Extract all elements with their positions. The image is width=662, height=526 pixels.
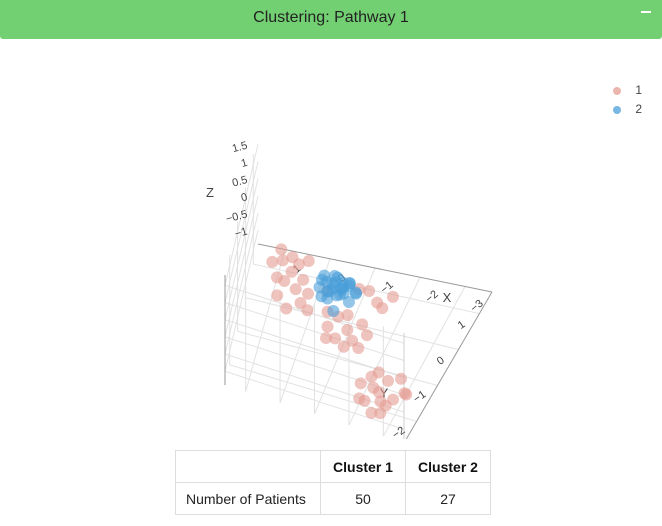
table-row: Number of Patients 50 27 xyxy=(175,482,491,515)
legend-label-1: 1 xyxy=(635,83,643,97)
point-cluster-1[interactable] xyxy=(276,254,289,267)
point-cluster-1[interactable] xyxy=(297,273,310,286)
point-cluster-2[interactable] xyxy=(337,276,350,289)
point-cluster-1[interactable] xyxy=(275,243,288,256)
point-cluster-1[interactable] xyxy=(353,392,366,405)
point-cluster-1[interactable] xyxy=(395,372,408,385)
point-cluster-1[interactable] xyxy=(365,406,378,419)
grid-z-wallA-3 xyxy=(224,319,405,379)
point-cluster-1[interactable] xyxy=(286,251,299,264)
y-tick-label: −1 xyxy=(411,389,428,406)
point-cluster-1[interactable] xyxy=(382,374,395,387)
legend-label-2: 2 xyxy=(635,102,643,116)
point-cluster-1[interactable] xyxy=(280,302,293,315)
z-tick-label: 0 xyxy=(240,191,249,204)
point-cluster-2[interactable] xyxy=(318,269,331,282)
cluster-table: Cluster 1 Cluster 2 Number of Patients 5… xyxy=(175,450,491,515)
y-tick-label: 1 xyxy=(456,318,468,331)
table-cell-cluster-2: 27 xyxy=(405,482,491,515)
table-header-cluster-1: Cluster 1 xyxy=(320,450,406,483)
grid-z-wallB-4 xyxy=(224,161,259,303)
point-cluster-1[interactable] xyxy=(337,340,350,353)
table-row-label: Number of Patients xyxy=(175,482,321,515)
point-cluster-1[interactable] xyxy=(289,283,302,296)
z-tick-label: 0.5 xyxy=(231,174,249,190)
panel-header: Clustering: Pathway 1 xyxy=(0,0,662,39)
z-axis-title: Z xyxy=(206,185,214,200)
x-tick-label: −2 xyxy=(423,288,440,305)
legend-marker-1 xyxy=(613,86,621,95)
table-header-row: Cluster 1 Cluster 2 xyxy=(175,450,491,483)
point-cluster-2[interactable] xyxy=(321,285,334,298)
z-tick-label: −0.5 xyxy=(225,208,249,225)
point-cluster-1[interactable] xyxy=(352,342,365,355)
y-tick-label: −2 xyxy=(390,424,407,439)
minimize-button[interactable] xyxy=(638,2,654,20)
point-cluster-1[interactable] xyxy=(376,302,389,315)
legend-item-1[interactable]: 1 xyxy=(612,83,642,97)
grid-z-wallB-1 xyxy=(224,212,259,355)
point-cluster-2[interactable] xyxy=(349,286,362,299)
z-tick-label: 1.5 xyxy=(231,140,249,156)
grid-z-wallB-2 xyxy=(224,195,259,337)
data-points xyxy=(266,243,413,420)
point-cluster-2[interactable] xyxy=(337,287,350,300)
point-cluster-1[interactable] xyxy=(354,377,367,390)
point-cluster-1[interactable] xyxy=(270,271,283,284)
grid-z-wallA-1 xyxy=(224,353,405,413)
point-cluster-1[interactable] xyxy=(271,289,284,302)
point-cluster-2[interactable] xyxy=(327,305,340,318)
point-cluster-1[interactable] xyxy=(341,324,354,337)
grid-z-wallB-0 xyxy=(224,230,259,372)
panel-title: Clustering: Pathway 1 xyxy=(253,9,409,26)
point-cluster-1[interactable] xyxy=(321,320,334,333)
point-cluster-1[interactable] xyxy=(379,399,392,412)
point-cluster-1[interactable] xyxy=(302,287,315,300)
grid-z-wallA-5 xyxy=(224,284,405,344)
point-cluster-1[interactable] xyxy=(360,329,373,342)
legend-marker-2 xyxy=(613,105,621,114)
table-cell-cluster-1: 50 xyxy=(320,482,406,515)
point-cluster-1[interactable] xyxy=(329,332,342,345)
grid-z-wallA-4 xyxy=(224,302,405,361)
grid-x-floor-0 xyxy=(382,286,466,437)
z-tick-label: −1 xyxy=(234,226,249,241)
axis-line-y xyxy=(405,291,493,439)
point-cluster-1[interactable] xyxy=(356,318,369,331)
table-header-empty xyxy=(175,450,321,483)
legend-item-2[interactable]: 2 xyxy=(612,102,642,116)
point-cluster-1[interactable] xyxy=(320,332,333,345)
point-cluster-1[interactable] xyxy=(302,255,315,268)
grid-y-floor-0 xyxy=(229,364,417,422)
table-header-cluster-2: Cluster 2 xyxy=(405,450,491,483)
point-cluster-1[interactable] xyxy=(341,309,354,322)
scatter-3d-plot[interactable]: −3−2−101−2−101−1−0.500.511.5XYZ xyxy=(0,39,662,439)
x-axis-title: X xyxy=(443,290,452,305)
grid-x-floor-4 xyxy=(245,249,286,392)
point-cluster-1[interactable] xyxy=(266,255,279,268)
minus-icon xyxy=(641,11,651,13)
point-cluster-1[interactable] xyxy=(285,265,298,278)
axis-line-x xyxy=(257,243,493,293)
point-cluster-1[interactable] xyxy=(363,284,376,297)
z-tick-label: 1 xyxy=(240,157,249,170)
point-cluster-1[interactable] xyxy=(372,366,385,379)
point-cluster-1[interactable] xyxy=(398,387,411,400)
grid-z-wallA-0 xyxy=(224,370,405,430)
point-cluster-1[interactable] xyxy=(386,290,399,303)
point-cluster-1[interactable] xyxy=(367,381,380,394)
y-tick-label: 0 xyxy=(435,354,447,367)
grid-z-wallB-3 xyxy=(224,178,259,320)
grid-z-wallB-5 xyxy=(224,144,259,286)
point-cluster-1[interactable] xyxy=(301,304,314,317)
